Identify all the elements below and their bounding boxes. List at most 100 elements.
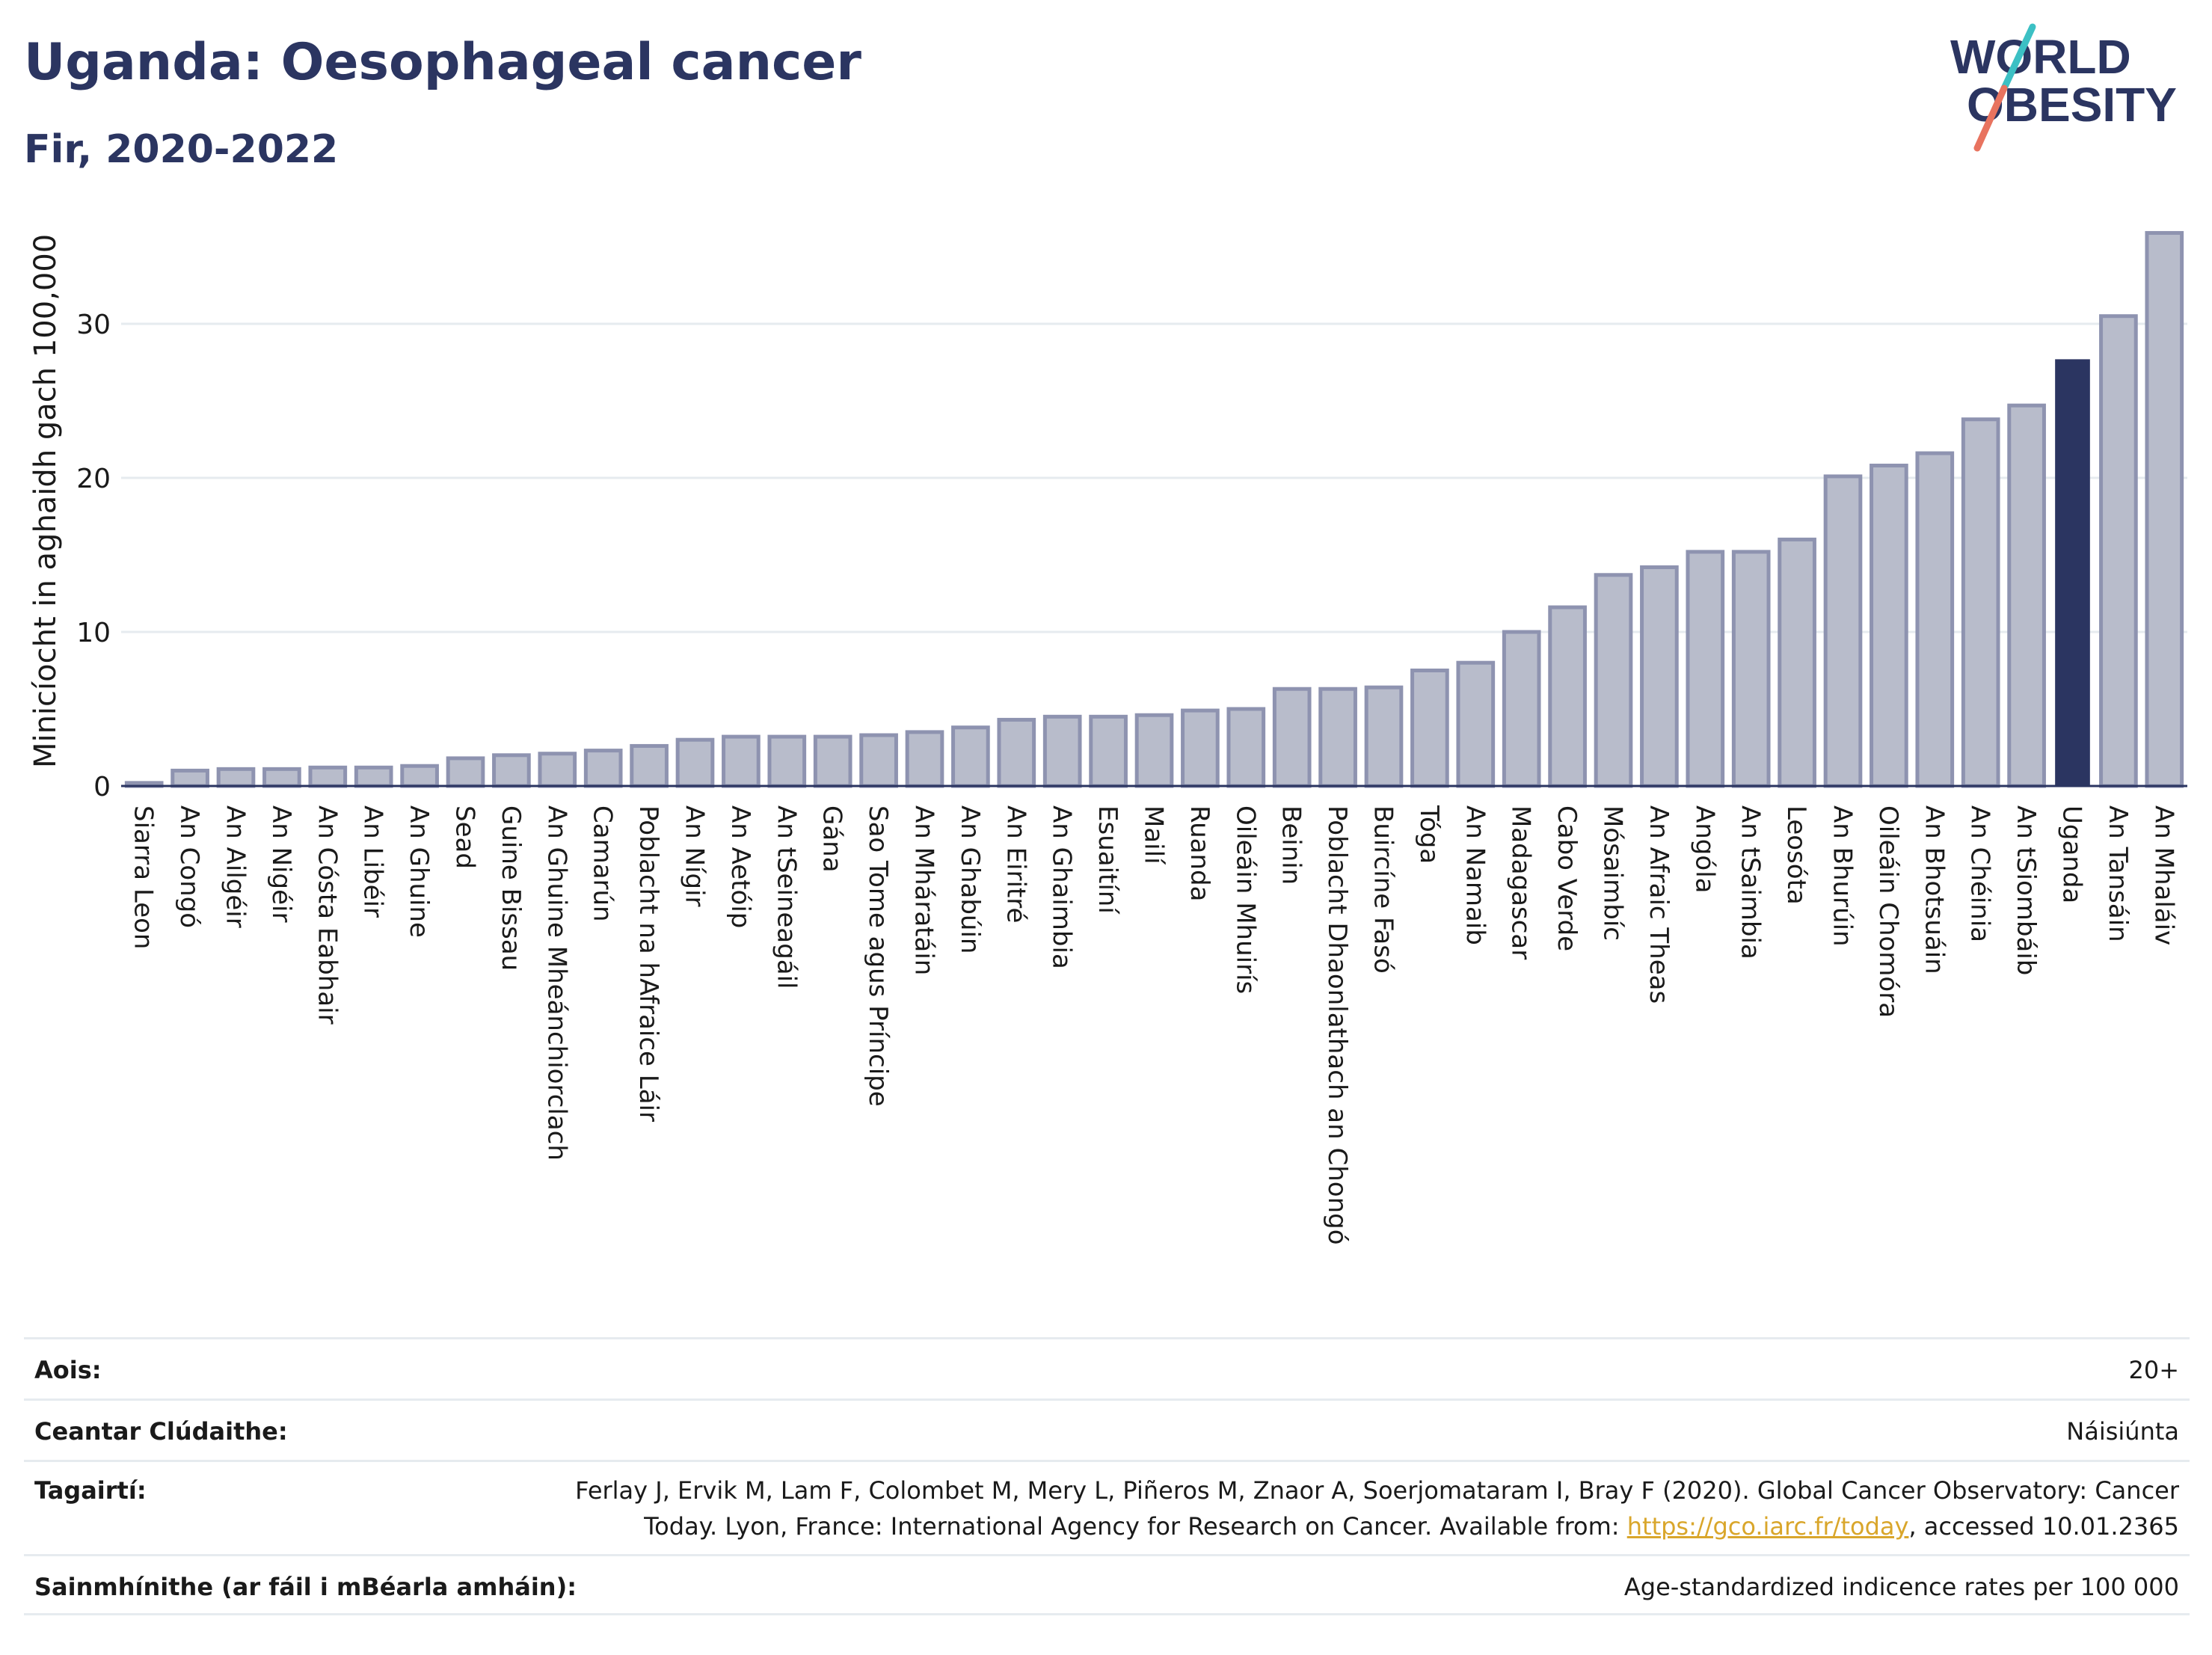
x-tick-label: Guine Bissau — [496, 805, 526, 971]
references-line1: Ferlay J, Ervik M, Lam F, Colombet M, Me… — [575, 1476, 2179, 1505]
x-tick-label: Mósaimbíc — [1598, 805, 1628, 941]
x-tick-label: Oileáin Mhuirís — [1230, 805, 1260, 994]
x-tick-label: An Ghuine Mheánchiorclach — [541, 805, 571, 1161]
x-tick-label: An Aetóip — [725, 805, 755, 928]
info-row-references: Tagairtí: Ferlay J, Ervik M, Lam F, Colo… — [24, 1460, 2190, 1554]
x-tick-label: Sao Tome agus Príncipe — [863, 805, 893, 1107]
x-tick-label: Siarra Leon — [129, 805, 159, 949]
x-tick-label: An Chéinia — [1965, 805, 1995, 942]
x-tick-label: Angóla — [1689, 805, 1719, 893]
references-line2-pre: Today. Lyon, France: International Agenc… — [644, 1512, 1627, 1541]
bar — [1778, 537, 1816, 788]
x-tick-label: An Libéir — [358, 805, 388, 918]
x-tick-label: An Ghaimbia — [1047, 805, 1077, 969]
bar — [2007, 403, 2046, 788]
bar — [1640, 565, 1679, 788]
age-label: Aois: — [34, 1356, 102, 1384]
bar-chart: 0 10 20 30 Minicíocht in aghaidh gach 100,00… — [28, 230, 2187, 1245]
references-value: Ferlay J, Ervik M, Lam F, Colombet M, Me… — [575, 1473, 2179, 1544]
bar — [1731, 550, 1771, 788]
x-tick-label: Beinin — [1276, 805, 1306, 885]
bar — [767, 734, 807, 788]
x-tick-label: An Ghabúin — [955, 805, 985, 954]
x-tick-label: An Mháratáin — [909, 805, 939, 975]
bar — [813, 734, 852, 788]
x-tick-label: An Ailgéir — [221, 805, 251, 928]
x-tick-label: An Congó — [174, 805, 204, 928]
definitions-label: Sainmhínithe (ar fáil i mBéarla amháin): — [34, 1573, 577, 1601]
x-tick-label: Mailí — [1139, 805, 1169, 865]
references-line2: Today. Lyon, France: International Agenc… — [575, 1508, 2179, 1544]
chart-subtitle: Fir, 2020-2022 — [24, 127, 339, 172]
x-tick-label: An tSiombáib — [2011, 805, 2041, 975]
bar — [1870, 464, 1908, 788]
bar — [583, 749, 623, 788]
x-tick-label: Cabo Verde — [1552, 805, 1582, 951]
bar — [1181, 708, 1220, 788]
bar — [1823, 474, 1863, 788]
x-tick-label: Uganda — [2057, 805, 2087, 903]
x-tick-label: Leosóta — [1781, 805, 1811, 905]
bar — [170, 768, 209, 788]
x-tick-label: An tSaimbia — [1736, 805, 1766, 959]
y-tick-label: 10 — [76, 618, 111, 648]
bar — [1594, 573, 1633, 788]
x-tick-label: Oileáin Chomóra — [1873, 805, 1903, 1018]
x-tick-label: An Bhurúin — [1828, 805, 1858, 947]
info-row-definitions: Sainmhínithe (ar fáil i mBéarla amháin):… — [24, 1554, 2190, 1615]
references-link[interactable]: https://gco.iarc.fr/today — [1626, 1512, 1909, 1541]
world-obesity-logo: WORLD OBESITY — [1950, 23, 2177, 152]
info-table: Aois: 20+ Ceantar Clúdaithe: Náisiúnta T… — [24, 1337, 2190, 1615]
x-tick-label: Poblacht na hAfraice Láir — [633, 805, 663, 1122]
coverage-value: Náisiúnta — [2066, 1417, 2179, 1446]
y-axis-label: Minicíocht in aghaidh gach 100,000 — [28, 234, 63, 768]
definitions-value: Age-standardized indicence rates per 100… — [1623, 1573, 2179, 1601]
y-tick-label: 20 — [76, 464, 111, 494]
chart-title: Uganda: Oesophageal cancer — [24, 33, 861, 92]
x-tick-label: Tóga — [1414, 805, 1444, 864]
bar — [630, 743, 669, 788]
bar — [1456, 660, 1496, 788]
bar — [1364, 685, 1404, 788]
coverage-label: Ceantar Clúdaithe: — [34, 1417, 288, 1446]
info-row-coverage: Ceantar Clúdaithe: Náisiúnta — [24, 1398, 2190, 1460]
y-tick-label: 30 — [76, 310, 111, 340]
bar — [262, 767, 301, 788]
x-tick-label: An Bhotsuáin — [1919, 805, 1949, 974]
x-tick-label: Sead — [450, 805, 480, 869]
bar — [1410, 669, 1449, 788]
bar — [1548, 605, 1587, 788]
bar — [722, 734, 761, 788]
bar — [446, 756, 485, 788]
x-tick-label: An Afraic Theas — [1644, 805, 1674, 1004]
logo-line1: WORLD — [1950, 30, 2131, 84]
y-tick-label: 0 — [93, 772, 111, 802]
age-value: 20+ — [2128, 1356, 2179, 1384]
bar — [1272, 687, 1312, 788]
bar — [1089, 714, 1128, 788]
x-tick-label: Esuaitíní — [1093, 805, 1122, 915]
x-tick-label: Madagascar — [1506, 805, 1536, 959]
bar — [1915, 451, 1955, 788]
bar — [400, 764, 439, 788]
x-tick-label: An Nígir — [680, 805, 710, 907]
bar — [859, 733, 898, 788]
bar — [2099, 314, 2138, 788]
bar — [905, 730, 944, 788]
bar — [1134, 713, 1174, 788]
bar — [538, 752, 577, 788]
references-label: Tagairtí: — [34, 1476, 147, 1505]
bar — [951, 725, 990, 788]
bar — [1686, 550, 1725, 788]
references-line2-post: , accessed 10.01.2365 — [1908, 1512, 2179, 1541]
x-tick-label: An Nigéir — [266, 805, 296, 922]
bar — [1318, 687, 1357, 788]
bar — [1226, 707, 1266, 788]
x-tick-label: An Namaib — [1460, 805, 1490, 945]
x-tick-label: An tSeineagáil — [771, 805, 801, 989]
bar — [1961, 417, 2000, 788]
bar — [1042, 714, 1082, 788]
bar — [354, 765, 393, 788]
x-tick-label: Buircíne Fasó — [1368, 805, 1398, 974]
x-tick-label: Gána — [817, 805, 847, 873]
